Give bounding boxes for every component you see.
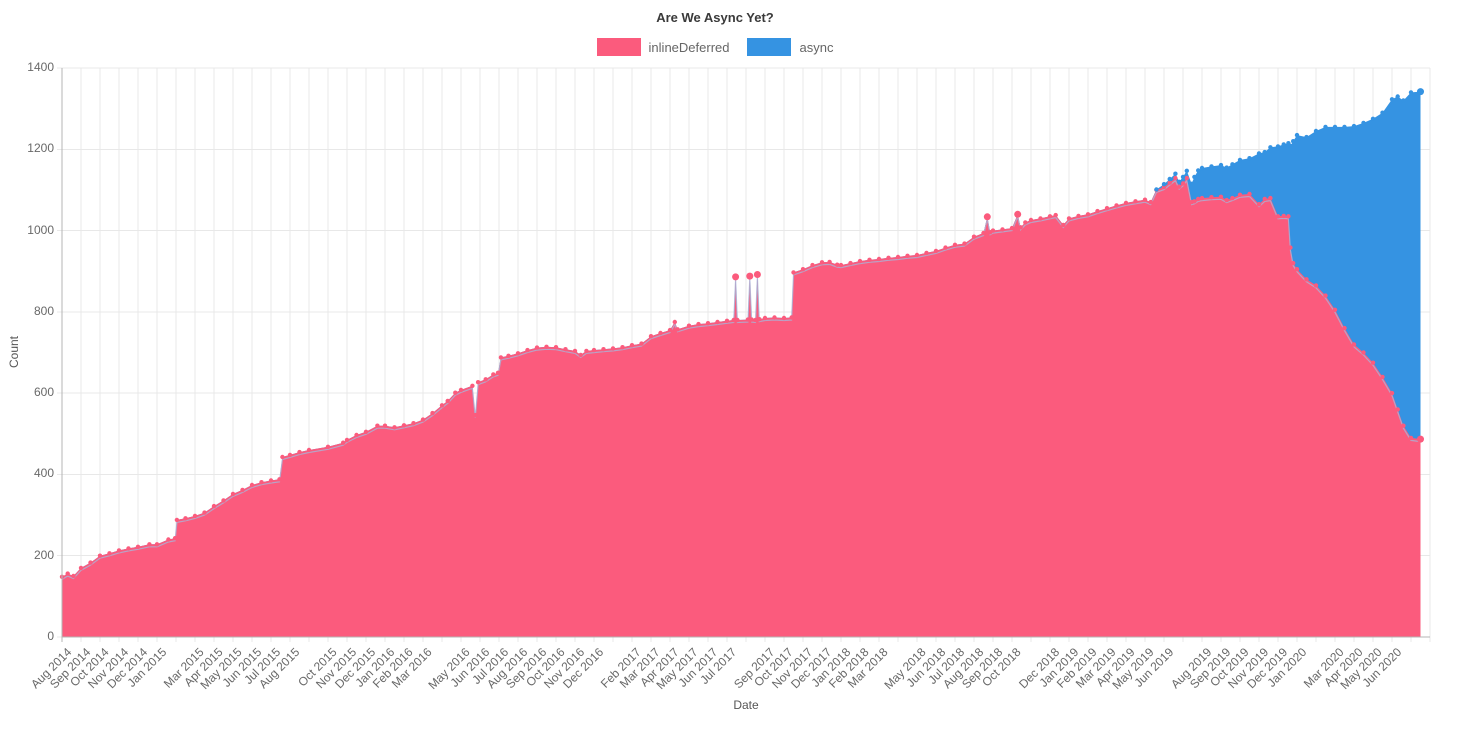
y-tick-label: 800 xyxy=(33,303,54,318)
y-tick-label: 0 xyxy=(47,629,54,643)
legend: inlineDeferred async xyxy=(0,38,1430,56)
inline-deferred-area xyxy=(62,178,1421,637)
inline-deferred-line xyxy=(61,179,1421,580)
inline-deferred-points xyxy=(59,175,1424,579)
x-axis-title: Date xyxy=(733,698,759,712)
legend-label-inlinedeferred: inlineDeferred xyxy=(648,39,730,55)
legend-label-async: async xyxy=(799,39,834,55)
legend-swatch-async xyxy=(747,38,792,56)
legend-swatch-inlinedeferred xyxy=(596,38,641,56)
y-axis-title: Count xyxy=(7,335,21,369)
y-tick-label: 400 xyxy=(33,466,54,481)
y-tick-label: 1400 xyxy=(27,60,54,74)
legend-item-inlinedeferred[interactable]: inlineDeferred xyxy=(596,38,730,56)
chart-header: Are We Async Yet? inlineDeferred async xyxy=(0,0,1430,56)
y-tick-label: 200 xyxy=(33,547,54,562)
chart-title: Are We Async Yet? xyxy=(656,10,774,25)
legend-item-async[interactable]: async xyxy=(747,38,833,56)
async-points xyxy=(1154,88,1424,192)
y-tick-label: 600 xyxy=(33,385,54,400)
y-tick-label: 1200 xyxy=(27,141,54,156)
y-tick-label: 1000 xyxy=(27,222,54,237)
